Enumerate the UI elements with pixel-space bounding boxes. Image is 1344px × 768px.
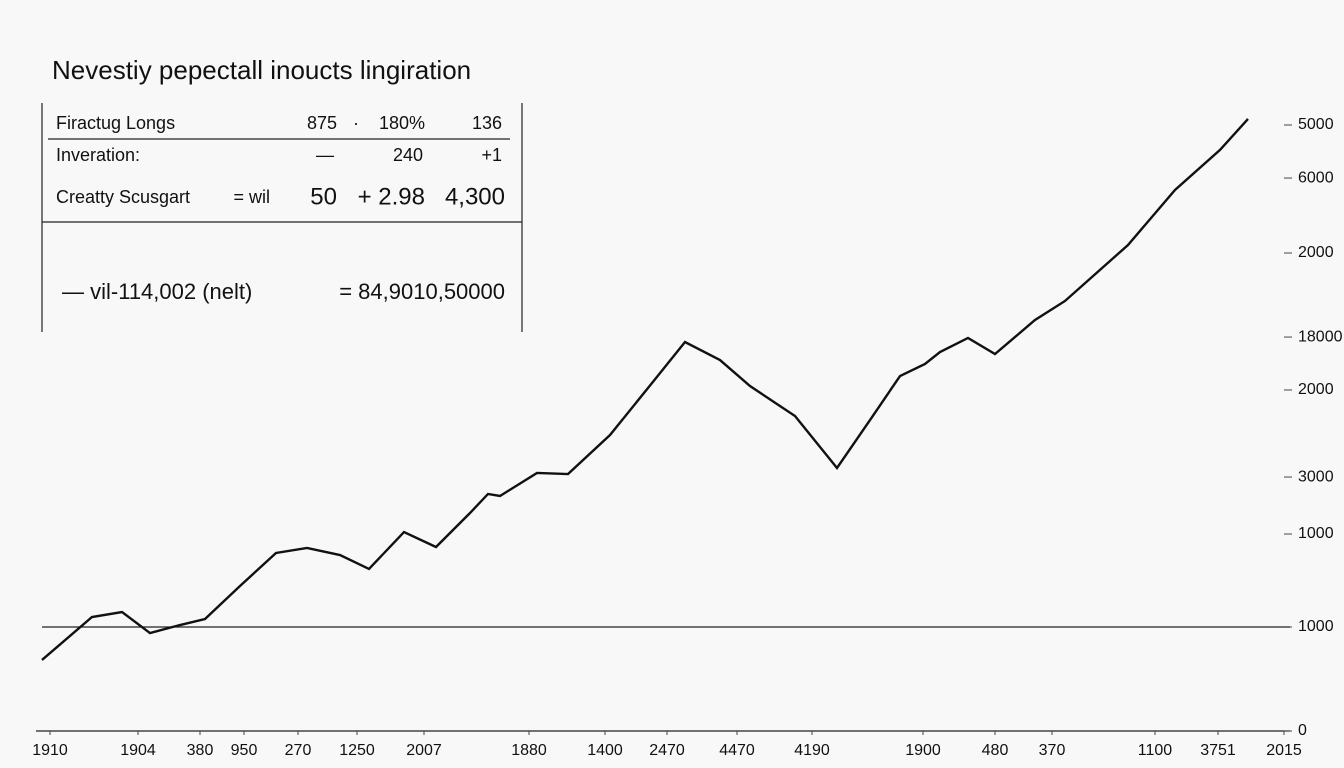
x-tick-label: 380	[187, 742, 214, 759]
x-tick-label: 270	[285, 742, 312, 759]
table-cell: = 84,9010,50000	[339, 279, 505, 304]
x-tick-label: 1900	[905, 742, 941, 759]
x-tick-label: 370	[1039, 742, 1066, 759]
x-tick-label: 4190	[794, 742, 830, 759]
table-cell: 875	[307, 113, 337, 133]
table-cell: — vil-114,002 (nelt)	[62, 279, 252, 304]
x-tick-label: 950	[231, 742, 258, 759]
x-tick-label: 1250	[339, 742, 375, 759]
table-cell: = wil	[233, 187, 270, 207]
y-tick-label: 18000	[1298, 328, 1343, 345]
chart-title: Nevestiy pepectall inoucts lingiration	[52, 55, 471, 85]
table-cell: Creatty Scusgart	[56, 187, 190, 207]
y-tick-label: 5000	[1298, 116, 1334, 133]
table-cell: 50	[310, 183, 337, 210]
x-tick-label: 480	[982, 742, 1009, 759]
y-tick-label: 1000	[1298, 525, 1334, 542]
table-cell: 4,300	[445, 183, 505, 210]
x-tick-label: 1904	[120, 742, 156, 759]
table-cell: + 2.98	[358, 183, 425, 210]
y-tick-label: 6000	[1298, 169, 1334, 186]
y-tick-label: 2000	[1298, 381, 1334, 398]
x-tick-label: 4470	[719, 742, 755, 759]
y-tick-label: 3000	[1298, 468, 1334, 485]
y-tick-label: 2000	[1298, 244, 1334, 261]
table-cell: —	[316, 145, 334, 165]
x-tick-label: 2470	[649, 742, 685, 759]
table-cell: Firactug Longs	[56, 113, 175, 133]
table-cell: 136	[472, 113, 502, 133]
table-cell: 240	[393, 145, 423, 165]
x-tick-label: 2015	[1266, 742, 1302, 759]
y-tick-label: 0	[1298, 722, 1307, 739]
x-tick-label: 3751	[1200, 742, 1236, 759]
line-series	[41, 118, 1249, 661]
table-cell: 180%	[379, 113, 425, 133]
table-cell: Inveration:	[56, 145, 140, 165]
x-tick-label: 1910	[32, 742, 68, 759]
x-tick-label: 1400	[587, 742, 623, 759]
x-tick-label: 1100	[1138, 742, 1173, 759]
x-tick-label: 1880	[511, 742, 547, 759]
y-tick-label: 1000	[1298, 618, 1334, 635]
table-cell: +1	[481, 145, 502, 165]
x-tick-label: 2007	[406, 742, 442, 759]
table-cell: ·	[353, 113, 359, 133]
